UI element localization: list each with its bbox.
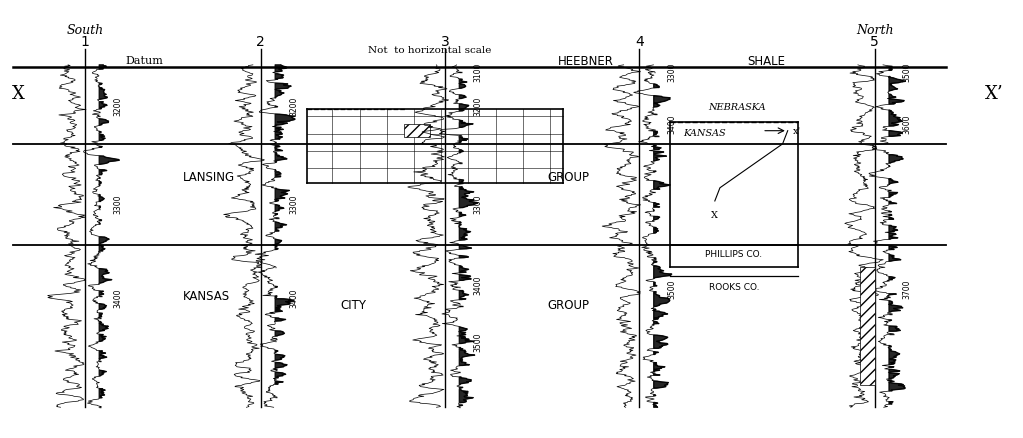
Text: X: X	[711, 210, 718, 219]
Bar	[404, 125, 430, 138]
Text: 5: 5	[871, 35, 879, 49]
Text: 3500: 3500	[903, 63, 911, 82]
Text: Not  to horizontal scale: Not to horizontal scale	[368, 46, 491, 55]
Text: X’: X’	[985, 85, 1004, 103]
Text: 4: 4	[635, 35, 643, 49]
Text: x': x'	[793, 127, 801, 136]
Text: 3400: 3400	[474, 275, 482, 294]
Text: 3300: 3300	[474, 194, 482, 213]
Text: ROOKS CO.: ROOKS CO.	[709, 283, 759, 291]
Text: 3100: 3100	[474, 63, 482, 82]
Text: GROUP: GROUP	[547, 298, 589, 311]
Text: X: X	[12, 85, 25, 103]
Text: 3600: 3600	[903, 114, 911, 134]
Text: PHILLIPS CO.: PHILLIPS CO.	[706, 250, 762, 258]
Text: 3300: 3300	[290, 194, 298, 213]
Text: 3200: 3200	[290, 96, 298, 116]
Text: KANSAS: KANSAS	[183, 289, 230, 302]
Text: 3200: 3200	[114, 96, 122, 116]
Text: North: North	[856, 24, 893, 37]
Text: NEBRASKA: NEBRASKA	[708, 103, 766, 112]
Text: 1: 1	[81, 35, 89, 49]
Text: GROUP: GROUP	[547, 171, 589, 184]
Text: CITY: CITY	[340, 298, 366, 311]
Text: HEEBNER: HEEBNER	[558, 55, 614, 68]
Text: Datum: Datum	[126, 57, 164, 66]
Text: 3: 3	[441, 35, 449, 49]
Text: 3200: 3200	[474, 96, 482, 116]
Text: LANSING: LANSING	[183, 171, 235, 184]
Text: 3400: 3400	[668, 114, 676, 134]
Text: 3300: 3300	[668, 63, 676, 82]
Text: 3500: 3500	[474, 332, 482, 351]
Text: 3400: 3400	[114, 288, 122, 307]
Text: 3500: 3500	[668, 279, 676, 299]
Text: South: South	[66, 24, 103, 37]
Text: 3700: 3700	[903, 279, 911, 299]
Text: 2: 2	[257, 35, 265, 49]
Text: KANSAS: KANSAS	[683, 129, 725, 138]
Text: 3400: 3400	[290, 288, 298, 307]
Text: 3300: 3300	[114, 194, 122, 213]
Bar	[860, 267, 875, 385]
Text: SHALE: SHALE	[747, 55, 785, 68]
